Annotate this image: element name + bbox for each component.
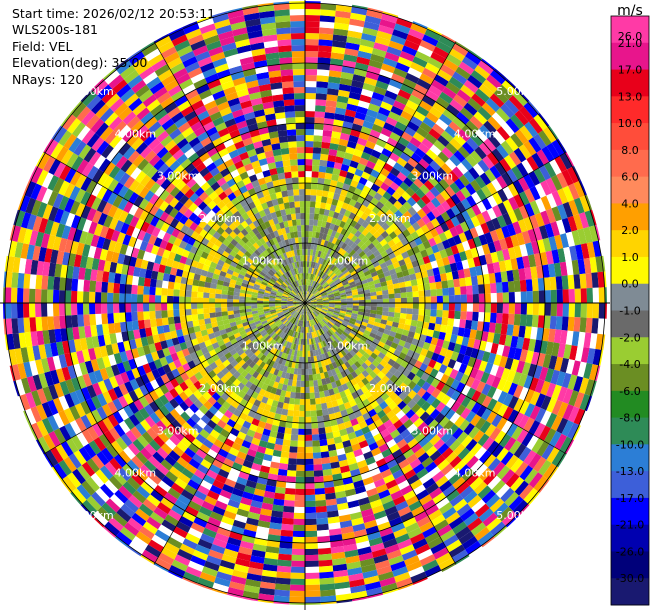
- colorbar-swatch: [611, 551, 649, 579]
- azimuth-spoke: [43, 151, 306, 304]
- colorbar-tick-label: 13.0: [618, 90, 643, 103]
- range-ring-label: 1.00km: [327, 339, 369, 352]
- range-ring-label: 2.00km: [199, 212, 241, 225]
- colorbar-swatch: [611, 337, 649, 365]
- colorbar-tick-label: -10.0: [616, 438, 644, 451]
- range-ring-label: 4.00km: [115, 467, 157, 480]
- colorbar-tick-label: -17.0: [616, 492, 644, 505]
- range-ring-label: 5.00km: [496, 85, 538, 98]
- colorbar-swatch: [611, 96, 649, 124]
- range-ring-label: 2.00km: [199, 382, 241, 395]
- range-ring-label: 1.00km: [242, 339, 284, 352]
- range-ring-label: 5.00km: [496, 509, 538, 522]
- colorbar-tick-label: 0.0: [621, 278, 639, 291]
- colorbar-swatch: [611, 283, 649, 311]
- instrument-text: WLS200s-181: [12, 22, 98, 38]
- start-time-text: Start time: 2026/02/12 20:53:11: [12, 6, 216, 21]
- colorbar-tick-label: 21.0: [618, 37, 643, 50]
- range-ring-label: 3.00km: [412, 170, 454, 183]
- range-ring-label: 3.00km: [157, 170, 199, 183]
- scan-info-panel: Start time: 2026/02/12 20:53:11 WLS200s-…: [12, 6, 215, 88]
- colorbar-tick-label: 6.0: [621, 171, 639, 184]
- colorbar-swatch: [611, 42, 649, 70]
- colorbar-swatch: [611, 390, 649, 418]
- colorbar-unit: m/s: [617, 3, 643, 19]
- range-ring-label: 4.00km: [115, 127, 157, 140]
- colorbar-tick-label: -4.0: [619, 358, 640, 371]
- range-ring-label: 2.00km: [369, 212, 411, 225]
- colorbar-swatch: [611, 444, 649, 472]
- colorbar-tick-label: 17.0: [618, 64, 643, 77]
- azimuth-spoke: [304, 41, 457, 304]
- colorbar-swatch: [611, 149, 649, 178]
- range-ring-label: 1.00km: [327, 255, 369, 268]
- azimuth-spoke: [304, 302, 457, 565]
- colorbar-swatch: [611, 69, 649, 97]
- colorbar-swatch: [611, 364, 649, 392]
- colorbar-tick-label: 2.0: [621, 224, 639, 237]
- range-ring-label: 3.00km: [412, 424, 454, 437]
- azimuth-spoke: [43, 302, 306, 455]
- range-ring-label: 4.00km: [454, 127, 496, 140]
- elevation-text: Elevation(deg): 35.00: [12, 55, 148, 71]
- azimuth-spoke: [153, 41, 306, 304]
- colorbar-tick-label: -21.0: [616, 519, 644, 532]
- colorbar-tick-label: -26.0: [616, 546, 644, 559]
- colorbar-swatch: [611, 16, 649, 44]
- colorbar-swatch: [611, 578, 649, 606]
- colorbar-tick-label: 8.0: [621, 144, 639, 157]
- azimuth-spoke: [304, 302, 567, 455]
- colorbar-swatch: [611, 203, 649, 231]
- field-text: Field: VEL: [12, 38, 73, 54]
- nrays-text: NRays: 120: [12, 71, 84, 87]
- colorbar-tick-label: 4.0: [621, 197, 639, 210]
- range-ring-label: 5.00km: [72, 509, 114, 522]
- colorbar-swatch: [611, 471, 649, 499]
- colorbar-swatch: [611, 256, 649, 285]
- range-ring-label: 1.00km: [242, 255, 284, 268]
- colorbar-tick-label: 10.0: [618, 117, 643, 130]
- range-ring-label: 4.00km: [454, 467, 496, 480]
- colorbar-swatch: [611, 123, 649, 151]
- colorbar-tick-label: -2.0: [619, 331, 640, 344]
- colorbar-tick-label: 1.0: [621, 251, 639, 264]
- colorbar-tick-label: -6.0: [619, 385, 640, 398]
- velocity-colorbar: m/s 26.021.0 17.0 13.0 10.0 8.0 6.0 4.0 2.0 1.0 0…: [610, 3, 650, 606]
- range-ring-label: 2.00km: [369, 382, 411, 395]
- ppi-scan-plot: 1.00km 1.00km 1.00km 1.00km 2.00km 2.00km 2.00…: [0, 0, 610, 610]
- range-ring-label: 5.00km: [72, 85, 114, 98]
- range-ring-labels: 1.00km 1.00km 1.00km 1.00km 2.00km 2.00km 2.00…: [72, 85, 538, 522]
- range-ring-label: 3.00km: [157, 424, 199, 437]
- colorbar-swatch: [611, 310, 649, 338]
- colorbar-swatch: [611, 230, 649, 258]
- azimuth-spoke: [153, 302, 306, 565]
- colorbar-swatch: [611, 417, 649, 445]
- colorbar-tick-label: -13.0: [616, 465, 644, 478]
- colorbar-tick-label: -1.0: [619, 305, 640, 318]
- colorbar-tick-label: -30.0: [616, 572, 644, 585]
- colorbar-tick-label: 26.0: [618, 30, 643, 43]
- colorbar-swatch: [611, 176, 649, 204]
- azimuth-spoke: [304, 151, 567, 304]
- colorbar-swatch: [611, 524, 649, 552]
- colorbar-tick-label: -8.0: [619, 412, 640, 425]
- colorbar-swatch: [611, 497, 649, 526]
- center-crosshair: [0, 0, 610, 610]
